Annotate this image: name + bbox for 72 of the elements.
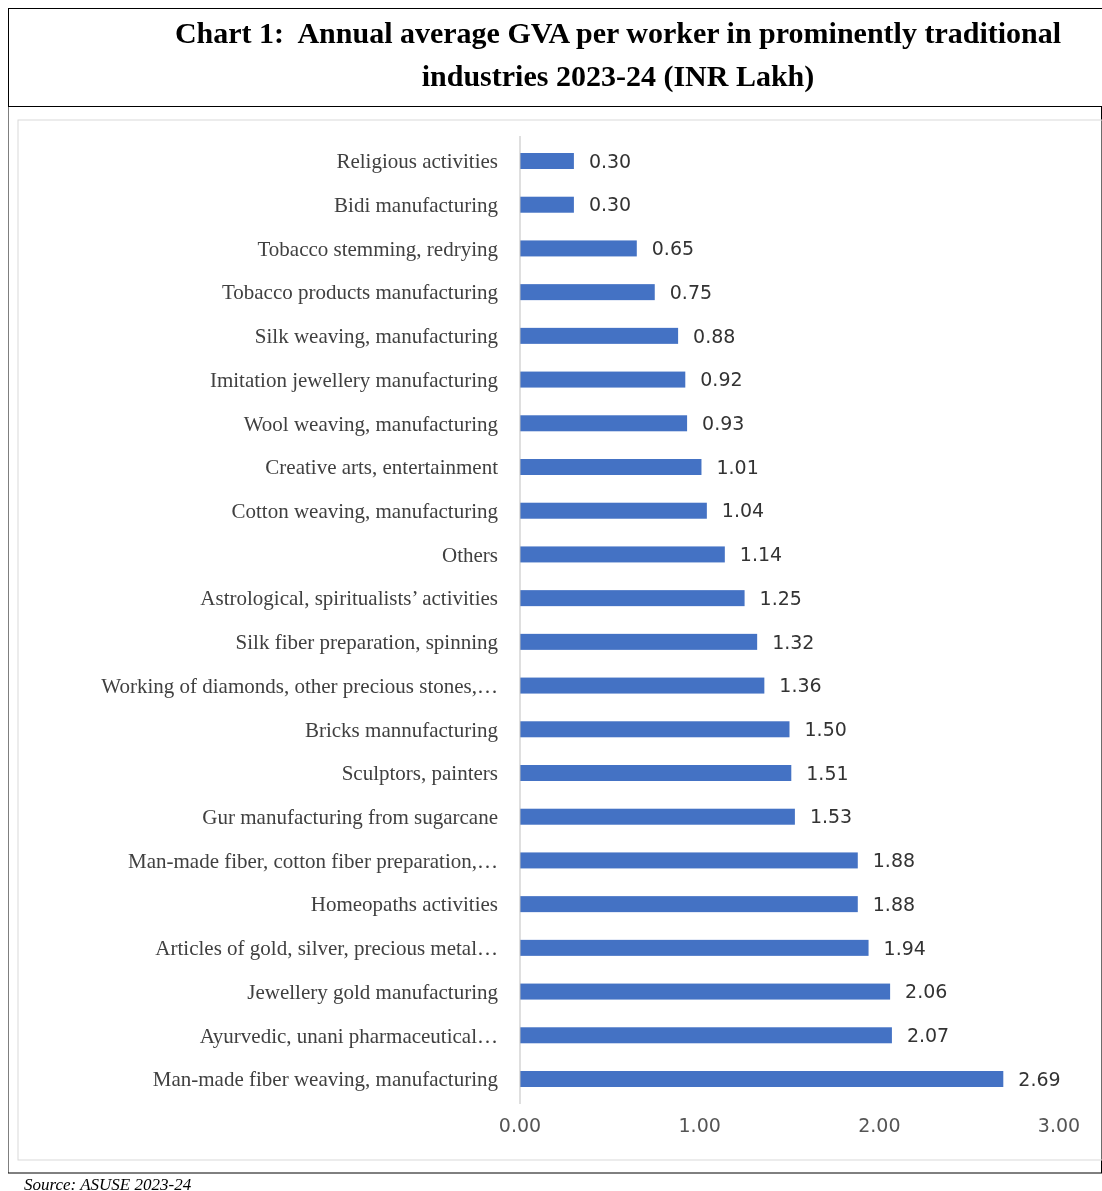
x-tick-label: 0.00 xyxy=(498,1114,542,1136)
data-label: 1.53 xyxy=(809,805,853,828)
y-tick-label: Creative arts, entertainment xyxy=(265,455,499,480)
data-label: 1.32 xyxy=(772,630,815,653)
y-tick-label: Ayurvedic, unani pharmaceutical… xyxy=(199,1023,498,1048)
bar xyxy=(520,1027,892,1044)
chart-title: Chart 1: Annual average GVA per worker in prominently traditional industries 2023-24 (INR Lakh) xyxy=(174,16,1062,93)
data-label: 1.94 xyxy=(883,936,926,959)
y-tick-label: Silk fiber preparation, spinning xyxy=(235,630,499,655)
bar xyxy=(520,546,725,563)
bar xyxy=(520,240,637,257)
data-label: 1.88 xyxy=(872,849,916,872)
y-tick-label: Jewellery gold manufacturing xyxy=(247,979,499,1004)
y-tick-label: Tobacco stemming, redrying xyxy=(257,236,499,261)
y-tick-label: Man-made fiber weaving, manufacturing xyxy=(152,1067,499,1092)
bar xyxy=(520,502,707,519)
bar xyxy=(520,153,574,169)
bar xyxy=(520,852,858,869)
y-tick-label: Astrological, spiritualists’ activities xyxy=(200,586,498,611)
y-tick-label: Bricks mannufacturing xyxy=(304,717,499,742)
data-label: 1.04 xyxy=(721,499,765,522)
bar xyxy=(520,415,688,432)
bar xyxy=(520,196,574,213)
data-label: 0.93 xyxy=(702,411,745,434)
y-tick-label: Wool weaving, manufacturing xyxy=(243,411,499,436)
y-tick-label: Homeopaths activities xyxy=(310,892,498,917)
y-tick-label: Tobacco products manufacturing xyxy=(221,280,499,305)
data-label: 0.65 xyxy=(651,237,695,260)
x-tick-label: 1.00 xyxy=(678,1114,721,1136)
data-label: 2.06 xyxy=(905,980,948,1003)
x-tick-label: 2.00 xyxy=(858,1114,901,1136)
y-tick-label: Articles of gold, silver, precious metal… xyxy=(155,936,498,961)
x-tick-label: 3.00 xyxy=(1037,1114,1081,1136)
y-tick-label: Imitation jewellery manufacturing xyxy=(209,367,499,392)
data-label: 2.07 xyxy=(906,1023,950,1046)
source-note: Source: ASUSE 2023-24 xyxy=(24,1175,192,1191)
bar xyxy=(520,284,655,301)
bar xyxy=(520,808,795,825)
bar xyxy=(520,721,790,738)
y-tick-label: Cotton weaving, manufacturing xyxy=(231,499,499,524)
y-tick-label: Sculptors, painters xyxy=(341,761,498,786)
data-label: 1.88 xyxy=(872,892,916,915)
bar xyxy=(520,327,679,344)
data-label: 1.25 xyxy=(759,586,802,609)
data-label: 0.88 xyxy=(693,324,736,347)
data-label: 0.30 xyxy=(588,193,632,216)
y-tick-label: Silk weaving, manufacturing xyxy=(254,324,499,349)
data-label: 1.36 xyxy=(779,674,822,697)
y-tick-label: Man-made fiber, cotton fiber preparation,… xyxy=(127,848,498,873)
data-label: 0.75 xyxy=(669,280,713,303)
bar xyxy=(520,371,686,388)
data-label: 1.51 xyxy=(806,761,849,784)
bar xyxy=(520,459,702,475)
data-label: 2.69 xyxy=(1018,1067,1061,1090)
bar xyxy=(520,677,765,694)
bar xyxy=(520,633,758,650)
bar xyxy=(520,590,745,607)
data-label: 1.14 xyxy=(739,543,783,566)
y-tick-label: Working of diamonds, other precious stones,… xyxy=(101,673,498,698)
bar xyxy=(520,1071,1004,1087)
bar xyxy=(520,939,869,956)
data-label: 0.92 xyxy=(700,368,743,391)
bar xyxy=(520,765,792,781)
data-label: 1.01 xyxy=(716,455,759,478)
bar xyxy=(520,983,891,1000)
bar xyxy=(520,896,858,913)
data-label: 0.30 xyxy=(588,149,632,172)
y-tick-label: Bidi manufacturing xyxy=(334,193,499,218)
y-tick-label: Gur manufacturing from sugarcane xyxy=(202,805,498,830)
y-tick-label: Religious activities xyxy=(336,149,498,174)
y-tick-label: Others xyxy=(442,542,498,567)
data-label: 1.50 xyxy=(804,717,847,740)
